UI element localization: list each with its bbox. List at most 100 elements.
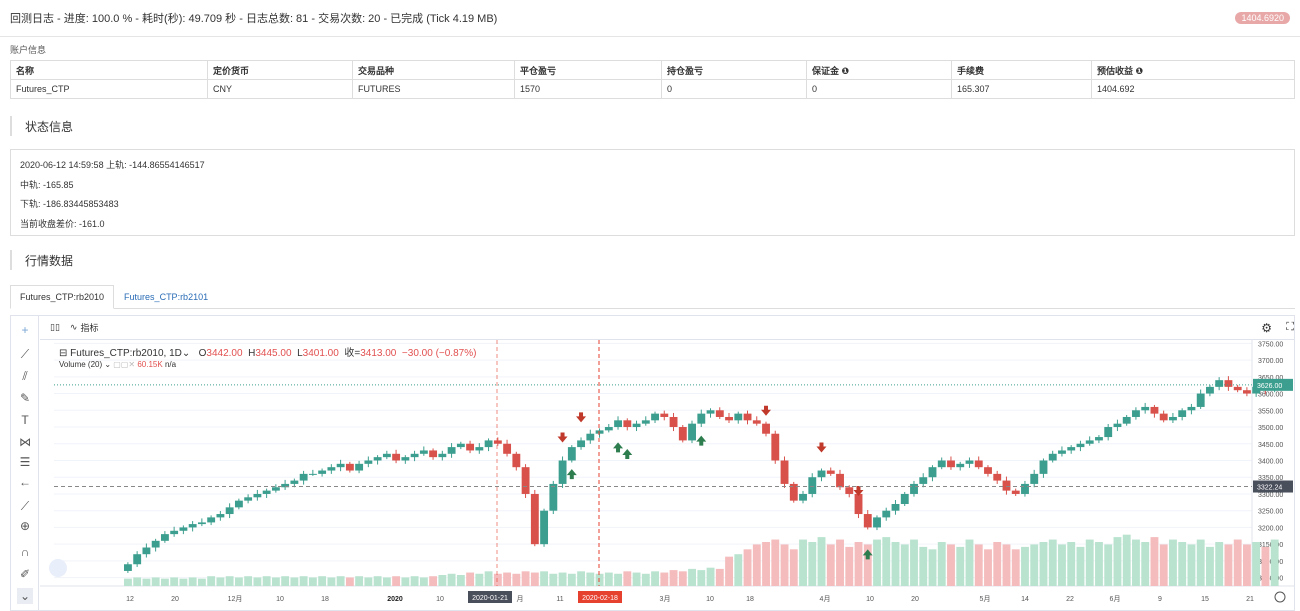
volume-bar <box>1178 542 1187 586</box>
zoom-icon[interactable]: ⊕ <box>19 519 31 533</box>
volume-bar <box>447 573 456 586</box>
volume-controls-icon[interactable]: ▢▢✕ <box>113 360 136 369</box>
text-icon[interactable]: T <box>21 413 29 427</box>
candle-body <box>965 460 974 464</box>
volume-bar <box>752 544 761 586</box>
volume-bar <box>1169 539 1177 586</box>
indicator-button[interactable]: 指标 <box>80 323 99 333</box>
trash-icon[interactable]: ⌄ <box>17 588 33 604</box>
volume-bar <box>678 571 687 586</box>
volume-bar <box>475 573 484 586</box>
ruler-icon[interactable]: ⟋ <box>20 499 30 513</box>
date-label: 2020-02-18 <box>582 595 618 602</box>
candle-body <box>1002 480 1011 491</box>
cell-currency: CNY <box>207 79 353 99</box>
candle-body <box>142 547 151 555</box>
tab-rb2010[interactable]: Futures_CTP:rb2010 <box>10 285 115 309</box>
candle-body <box>271 487 280 491</box>
volume-bar <box>373 576 382 586</box>
volume-bar <box>937 542 946 586</box>
candle-body <box>503 443 512 454</box>
volume-bar <box>1132 539 1140 586</box>
fullscreen-icon[interactable]: ⛶ <box>1286 321 1294 333</box>
fib-icon[interactable]: ⫽ <box>22 369 28 383</box>
volume-bar <box>1095 542 1103 586</box>
crosshair-icon[interactable]: + <box>21 323 29 337</box>
back-arrow-icon[interactable]: ← <box>19 475 31 489</box>
sell-arrow-icon <box>760 405 771 416</box>
candle-body <box>1132 410 1140 417</box>
x-tick-label: 22 <box>1066 596 1074 603</box>
volume-bar <box>1159 544 1168 586</box>
prediction-icon[interactable]: ☰ <box>19 455 31 469</box>
candle-body <box>170 530 179 535</box>
candle-body <box>1196 393 1205 407</box>
status-info-box: 2020-06-12 14:59:58 上轨: -144.86554146517… <box>10 149 1295 236</box>
pattern-icon[interactable]: ⋈ <box>19 435 31 449</box>
lock-drawing-icon[interactable]: ✐ <box>19 567 31 581</box>
volume-bar <box>1141 542 1150 586</box>
x-tick-label: 2020 <box>387 596 403 603</box>
volume-label[interactable]: Volume (20) <box>59 360 103 369</box>
volume-bar <box>873 539 881 586</box>
current-price-label: 3626.00 <box>1257 383 1282 390</box>
candle-body <box>327 467 336 471</box>
candle-type-icon[interactable]: ▯▯ <box>50 322 60 332</box>
candle-body <box>632 423 641 428</box>
volume-bar <box>604 572 613 586</box>
candle-body <box>530 493 539 545</box>
candle-body <box>993 473 1002 481</box>
col-close-pnl: 平仓盈亏 <box>514 60 662 80</box>
price-chart-svg[interactable]: 3050.00 3100.00 3150.00 3200.00 3250.00 3300.… <box>40 340 1294 610</box>
volume-bar <box>1150 537 1159 586</box>
cell-position-pnl: 0 <box>661 79 807 99</box>
buy-arrow-icon <box>862 549 873 560</box>
candle-body <box>734 413 743 421</box>
candle-body <box>318 470 327 474</box>
candle-body <box>1021 483 1029 494</box>
y-tick-label: 3500.00 <box>1258 425 1283 432</box>
y-tick-label: 3300.00 <box>1258 492 1283 499</box>
candle-body <box>873 517 881 528</box>
x-tick-label: 10 <box>276 596 284 603</box>
status-info-title: 状态信息 <box>25 119 74 134</box>
y-tick-label: 3550.00 <box>1258 408 1283 415</box>
candle-body <box>762 423 770 434</box>
settings-gear-icon[interactable]: ⚙ <box>1261 320 1272 335</box>
legend-symbol[interactable]: Futures_CTP:rb2010, 1D <box>70 348 182 359</box>
brush-icon[interactable]: ✎ <box>19 391 31 405</box>
legend-high: 3445.00 <box>255 348 292 359</box>
candle-body <box>808 477 817 494</box>
candle-body <box>817 470 826 478</box>
candle-body <box>281 483 290 488</box>
y-tick-label: 3250.00 <box>1258 509 1283 516</box>
x-tick-label: 6月 <box>1110 595 1121 603</box>
sell-arrow-icon <box>853 486 864 497</box>
volume-bar <box>706 567 715 586</box>
legend-collapse-icon[interactable]: ⊟ <box>59 348 68 359</box>
candle-body <box>1122 416 1131 424</box>
sell-arrow-icon <box>576 412 587 423</box>
indicator-icon[interactable]: ∿ <box>69 322 78 332</box>
date-label: 2020-01-21 <box>472 595 508 602</box>
magnet-icon[interactable]: ∩ <box>20 545 30 559</box>
volume-bar <box>826 544 835 586</box>
candle-body <box>475 447 484 451</box>
volume-bar <box>1187 544 1196 586</box>
candle-body <box>216 514 225 518</box>
candle-body <box>1104 427 1113 438</box>
cell-est-profit: 1404.692 <box>1091 79 1295 99</box>
volume-bar <box>1113 537 1122 586</box>
candle-body <box>392 453 401 461</box>
trend-line-icon[interactable]: ⟋ <box>20 347 30 361</box>
volume-bar <box>207 576 216 586</box>
candle-body <box>595 430 604 434</box>
candle-body <box>577 440 586 448</box>
candle-body <box>752 420 761 424</box>
volume-bar <box>1048 539 1057 586</box>
tab-rb2101[interactable]: Futures_CTP:rb2101 <box>124 292 209 302</box>
volume-bar <box>984 549 992 586</box>
trading-chart[interactable]: + ⟋ ⫽ ✎ T ⋈ ☰ ← ⟋ ⊕ ∩ ✐ ⌄ ▯▯ ∿ 指标 ⚙ ⛶ ⊟ … <box>10 315 1295 611</box>
axis-settings-icon <box>1274 591 1286 603</box>
volume-bar <box>318 576 327 586</box>
